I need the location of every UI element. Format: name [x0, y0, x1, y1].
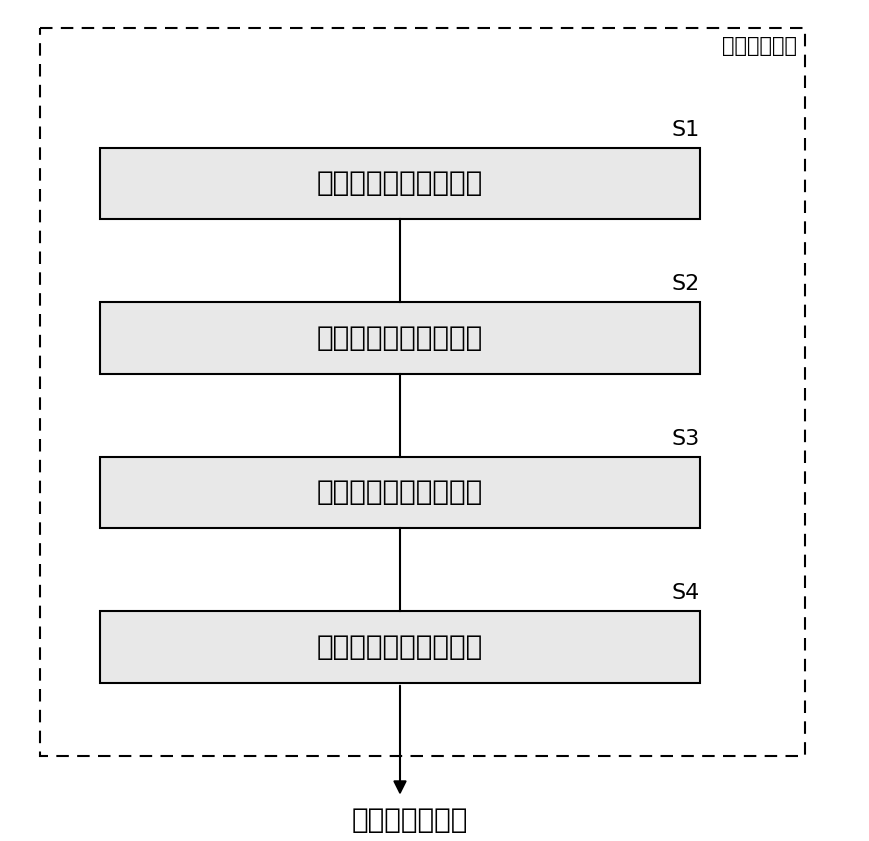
Text: 行動履歴取得ステップ: 行動履歴取得ステップ — [317, 169, 483, 198]
Text: 行動履歴再現ステップ: 行動履歴再現ステップ — [317, 479, 483, 506]
Text: 監視情報提供ステップ: 監視情報提供ステップ — [317, 633, 483, 661]
Bar — [100, 302, 700, 374]
Text: コンピュータ: コンピュータ — [722, 36, 797, 56]
Text: S3: S3 — [672, 429, 700, 448]
Text: 情報表示、記録: 情報表示、記録 — [352, 806, 468, 833]
Text: S2: S2 — [672, 274, 700, 294]
Bar — [100, 147, 700, 220]
Bar — [40, 28, 805, 756]
Text: 測位情報取得ステップ: 測位情報取得ステップ — [317, 324, 483, 352]
Text: S4: S4 — [672, 583, 700, 603]
Text: S1: S1 — [672, 119, 700, 140]
Bar — [100, 611, 700, 683]
Bar — [100, 457, 700, 528]
